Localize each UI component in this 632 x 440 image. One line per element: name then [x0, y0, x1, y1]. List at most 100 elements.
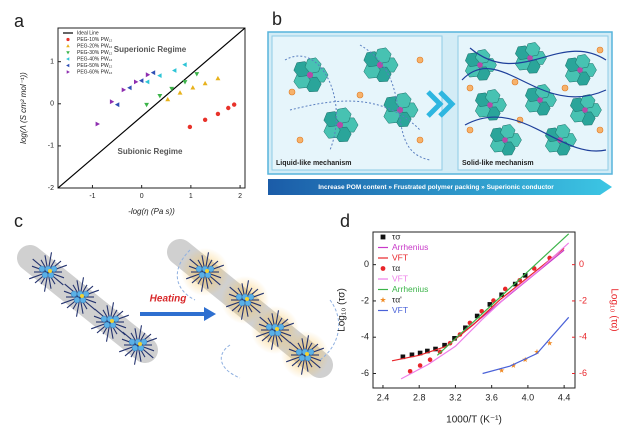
- legend-label: PEG-40% PW₁₂: [77, 56, 112, 62]
- legend-swatch: [66, 63, 70, 68]
- data-point: [157, 94, 163, 99]
- annotation: Subionic Regime: [118, 147, 183, 156]
- data-point: [169, 86, 175, 92]
- banner-text: Increase POM content » Frustrated polyme…: [318, 184, 554, 191]
- bead: [277, 323, 285, 331]
- data-point: [409, 352, 415, 358]
- polyhedron: [374, 47, 392, 64]
- bead: [247, 293, 255, 301]
- bead: [140, 338, 148, 346]
- bead: [109, 321, 117, 329]
- center-atom: [487, 102, 493, 108]
- data-point: [425, 348, 430, 354]
- chevrons: [426, 90, 456, 118]
- ion: [466, 84, 474, 92]
- panel-label: a: [14, 11, 25, 31]
- bead: [265, 323, 273, 331]
- data-point: [177, 90, 183, 95]
- ion: [596, 126, 604, 134]
- bead: [70, 290, 78, 298]
- ion: [561, 84, 569, 92]
- y2-tick-label: -6: [579, 368, 587, 378]
- ion: [596, 46, 604, 54]
- x-tick-label: 1: [189, 193, 193, 200]
- legend-label: PEG-10% PW₁₂: [77, 37, 112, 43]
- data-point: [517, 277, 523, 283]
- bead: [131, 344, 139, 352]
- polyhedron: [500, 124, 516, 139]
- polyhedron: [575, 54, 591, 69]
- bead: [48, 269, 52, 273]
- legend-label: PEG-50% PW₁₂: [77, 63, 112, 69]
- data-point: [139, 78, 144, 84]
- bead: [307, 348, 315, 356]
- fit-line: [391, 247, 565, 362]
- data-point: [215, 111, 221, 117]
- x-tick-label: 4.4: [558, 392, 571, 402]
- bead: [195, 265, 203, 273]
- center-atom: [502, 137, 508, 143]
- polyhedron: [525, 42, 541, 57]
- fit-line: [482, 316, 570, 375]
- bead: [82, 290, 90, 298]
- data-point: [150, 70, 156, 76]
- bead: [80, 294, 84, 298]
- polyhedron: [485, 89, 501, 104]
- y-axis-label: log(Λ (S cm² mol⁻¹)): [19, 72, 28, 144]
- data-point: [433, 346, 438, 352]
- data-point: [202, 80, 208, 86]
- ion: [466, 126, 474, 134]
- panel-label: b: [272, 9, 282, 29]
- ion: [416, 56, 424, 64]
- legend-label: PEG-60% PW₁₂: [77, 69, 112, 75]
- y2-axis-label: Log₁₀ (τα): [608, 288, 619, 331]
- data-point: [407, 369, 413, 374]
- bead: [207, 265, 215, 273]
- center-atom: [537, 97, 543, 103]
- center-atom: [477, 62, 483, 68]
- y-tick-label: 1: [50, 59, 54, 66]
- x-axis-label: 1000/T (K⁻¹): [446, 415, 502, 426]
- arrow-label: Heating: [150, 294, 187, 305]
- plot-frame: [57, 27, 246, 189]
- polymer-chain: [461, 47, 607, 152]
- polyhedron: [555, 124, 571, 139]
- data-point: [144, 102, 149, 108]
- fit-line: [400, 242, 570, 380]
- data-point: [487, 302, 493, 307]
- data-point: [157, 73, 162, 78]
- y-tick-label: 0: [50, 101, 54, 108]
- bead: [50, 265, 58, 273]
- bead: [73, 296, 81, 304]
- y-tick-label: 0: [364, 259, 369, 269]
- data-point: [145, 72, 151, 78]
- data-point: [417, 350, 423, 356]
- bead: [112, 315, 120, 323]
- data-point: [182, 62, 187, 68]
- fit-line: [436, 233, 570, 356]
- ion: [416, 136, 424, 144]
- bead: [41, 271, 49, 279]
- polyhedron: [394, 92, 412, 109]
- bead: [204, 271, 212, 279]
- center-atom: [577, 67, 583, 73]
- illustration: [284, 42, 607, 161]
- bead: [138, 342, 142, 346]
- motion-arrows: [176, 249, 340, 379]
- legend-swatch: [66, 37, 70, 42]
- legend-swatch: [380, 234, 386, 240]
- data-point: [121, 87, 127, 93]
- y-tick-label: -2: [48, 185, 54, 192]
- x-tick-label: 0: [140, 193, 144, 200]
- bead: [198, 271, 206, 279]
- data-point: [546, 340, 553, 346]
- legend-label: τσ: [392, 231, 401, 241]
- data-point: [165, 96, 171, 102]
- data-point: [144, 79, 150, 85]
- data-point: [190, 85, 196, 90]
- y-tick-label: -6: [361, 368, 369, 378]
- data-point: [417, 363, 423, 368]
- ion: [356, 91, 364, 99]
- data-point: [194, 72, 200, 77]
- bead: [128, 338, 136, 346]
